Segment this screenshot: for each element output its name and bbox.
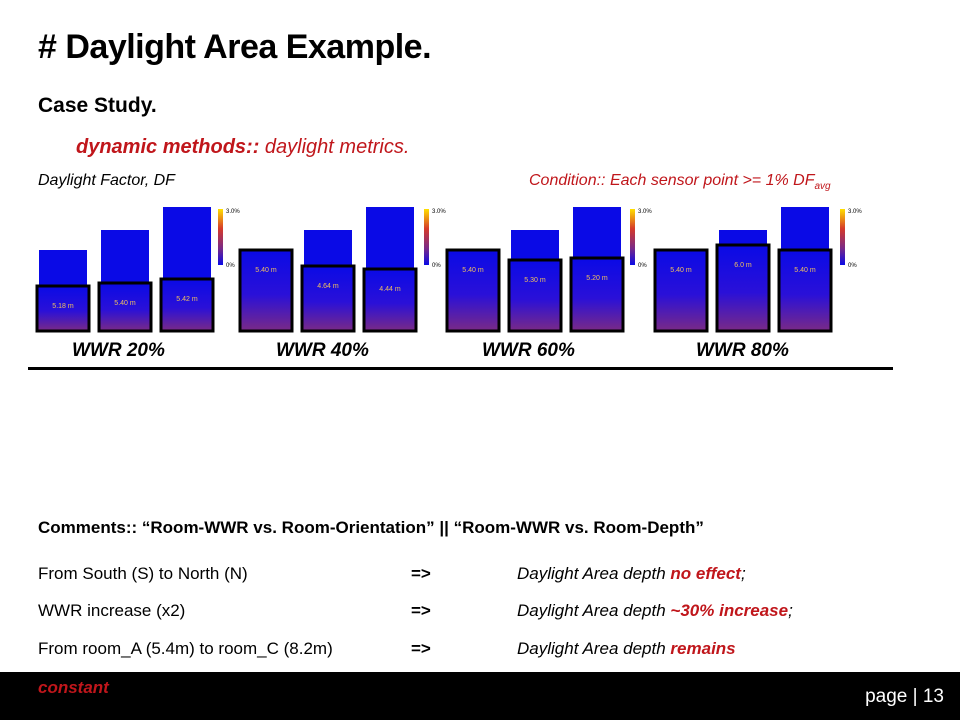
divider-line [28,367,893,370]
room-plan [238,248,294,333]
legend-min-label: 0% [638,263,647,269]
room-plan [300,264,356,333]
comment-2-arrow: => [411,601,431,620]
room-depth-label: 6.0 m [734,262,752,269]
legend-max-label: 3.0% [848,209,862,215]
dynamic-methods-emphasis: dynamic methods:: [76,136,260,158]
room-wall [511,230,559,260]
room-depth-label: 5.42 m [176,296,198,303]
legend-min-label: 0% [226,263,235,269]
room-wall [719,230,767,245]
comment-2-left: WWR increase (x2) [38,601,186,620]
wwr-label-20: WWR 20% [72,340,165,361]
legend-max-label: 3.0% [432,209,446,215]
footer-bar [0,672,960,720]
comment-3-right: Daylight Area depth remains [517,639,736,659]
room-depth-label: 5.40 m [670,267,692,274]
room-plan [653,248,709,333]
room-depth-label: 5.30 m [524,277,546,284]
room-depth-label: 5.40 m [255,267,277,274]
wwr-label-60: WWR 60% [482,340,575,361]
comment-1-arrow: => [411,564,431,583]
room-plan [777,248,833,333]
legend-min-label: 0% [432,263,441,269]
comment-3-pre: Daylight Area depth [517,639,671,658]
df-legend-scale [840,209,845,265]
comment-1-right: Daylight Area depth no effect; [517,564,746,584]
dynamic-methods-line: dynamic methods:: daylight metrics. [76,136,409,159]
comments-heading: Comments:: “Room-WWR vs. Room-Orientatio… [38,518,704,537]
comment-2-post: ; [788,601,793,620]
comment-3-highlight: remains [670,639,736,658]
room-depth-label: 5.40 m [462,267,484,274]
dynamic-methods-rest: daylight metrics. [259,136,410,158]
room-plan [445,248,501,333]
room-depth-label: 4.44 m [379,286,401,293]
page-number: page | 13 [865,686,944,707]
condition-sub: avg [814,181,831,193]
room-depth-label: 5.40 m [794,267,816,274]
room-wall [366,207,414,269]
wwr-label-80: WWR 80% [696,340,789,361]
legend-max-label: 3.0% [638,209,652,215]
df-legend-scale [424,209,429,265]
room-plan [715,243,771,333]
daylight-factor-label: Daylight Factor, DF [38,172,175,189]
constant-word: constant [38,678,109,697]
wwr-label-40: WWR 40% [276,340,369,361]
room-wall [163,207,211,279]
comment-2-highlight: ~30% increase [670,601,789,620]
room-depth-label: 4.64 m [317,283,339,290]
legend-min-label: 0% [848,263,857,269]
room-plan [159,277,215,333]
df-legend-scale [630,209,635,265]
room-wall [304,230,352,266]
comment-1-pre: Daylight Area depth [517,564,671,583]
room-depth-label: 5.20 m [586,275,608,282]
room-plan [569,256,625,333]
comment-1-post: ; [740,564,746,583]
room-plan [97,281,153,333]
case-study-heading: Case Study. [38,94,157,117]
comment-3-arrow: => [411,639,431,658]
room-plan [507,258,563,333]
legend-max-label: 3.0% [226,209,240,215]
comment-1-highlight: no effect [670,564,741,583]
room-wall [573,207,621,258]
room-wall [39,250,87,286]
room-depth-label: 5.40 m [114,300,136,307]
room-plan [35,284,91,333]
room-plan [362,267,418,333]
comment-2-pre: Daylight Area depth [517,601,671,620]
comment-1-left: From South (S) to North (N) [38,564,248,583]
df-legend-scale [218,209,223,265]
room-wall [781,207,829,250]
comment-3-left: From room_A (5.4m) to room_C (8.2m) [38,639,333,658]
daylight-room-diagrams: 5.18 m 5.40 m 5.42 m 3.0% 0% 5.40 m 4.64 m 4.44… [35,207,862,333]
condition-main: Condition:: Each sensor point >= 1% DF [529,172,815,189]
room-wall [101,230,149,283]
slide-title: # Daylight Area Example. [38,28,432,66]
comment-2-right: Daylight Area depth ~30% increase; [517,601,793,621]
room-depth-label: 5.18 m [52,303,74,310]
condition-text: Condition:: Each sensor point >= 1% DFav… [529,172,831,192]
